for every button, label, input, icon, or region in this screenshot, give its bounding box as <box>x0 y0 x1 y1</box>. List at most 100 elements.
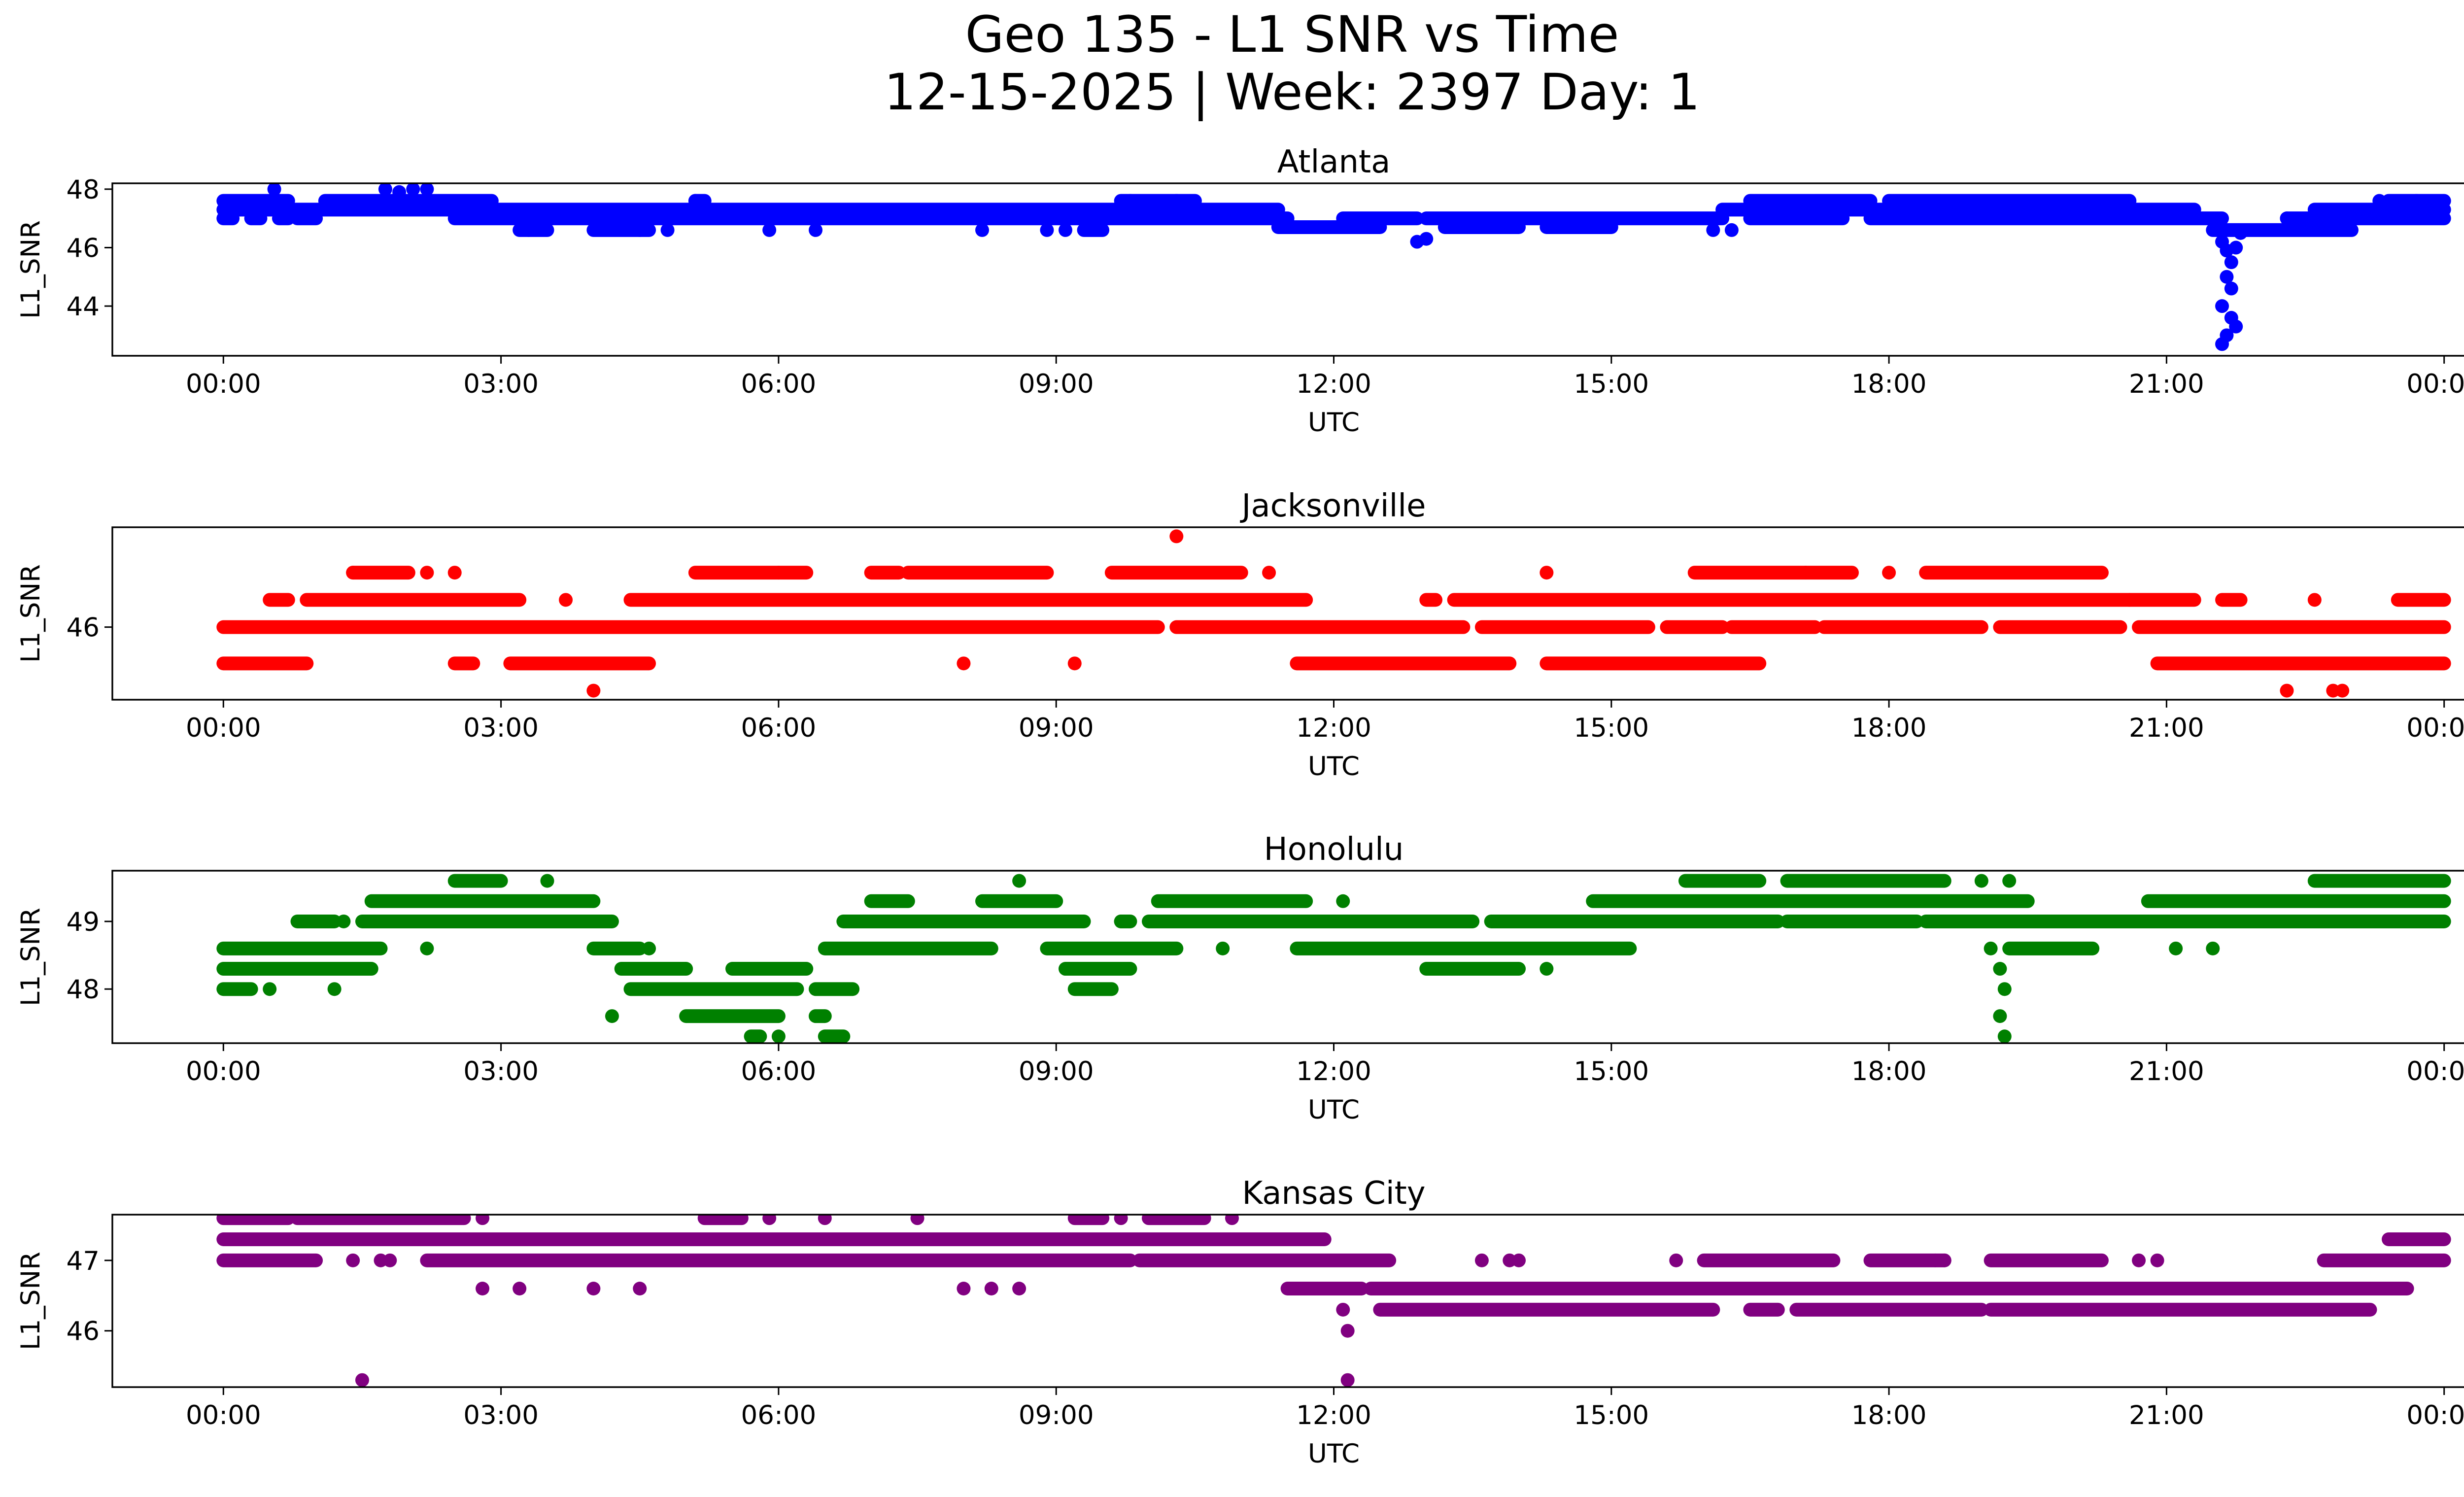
x-tick-label: 15:00 <box>1574 369 1649 399</box>
x-tick-label: 21:00 <box>2129 1400 2204 1430</box>
data-point <box>2002 874 2017 888</box>
x-tick-label: 00:00 <box>2406 1056 2464 1087</box>
y-tick-label: 48 <box>67 175 100 205</box>
data-point <box>1123 194 1137 208</box>
scatter-series <box>216 183 2451 351</box>
subplot-honolulu: Honolulu 00:00 03:00 06:00 09:00 12:00 15:00 18… <box>16 831 2464 1125</box>
x-tick-label: 18:00 <box>1851 1056 1927 1087</box>
data-point <box>337 914 351 928</box>
x-tick-label: 00:00 <box>186 1400 261 1430</box>
data-point <box>2229 240 2243 255</box>
y-axis-label: L1_SNR <box>16 564 46 663</box>
x-tick-label: 09:00 <box>1019 1056 1094 1087</box>
data-point <box>2409 194 2424 208</box>
x-tick-label: 00:00 <box>2406 713 2464 743</box>
y-tick-label: 46 <box>67 1317 100 1347</box>
x-tick-label: 12:00 <box>1296 369 1371 399</box>
figure-title-line-2: 12-15-2025 | Week: 2397 Day: 1 <box>884 63 1700 122</box>
data-point <box>984 1282 998 1295</box>
data-point <box>809 223 823 237</box>
x-tick-label: 03:00 <box>463 713 539 743</box>
data-point <box>1169 529 1184 544</box>
data-point <box>1225 1215 1239 1225</box>
data-point <box>957 656 971 671</box>
y-tick-label: 48 <box>67 975 100 1005</box>
x-tick-label: 15:00 <box>1574 1056 1649 1087</box>
data-point <box>513 1282 527 1295</box>
data-point <box>762 1215 777 1225</box>
data-point <box>2215 337 2229 351</box>
data-point <box>771 1029 786 1043</box>
data-point <box>1336 894 1350 908</box>
data-point <box>1993 962 2007 976</box>
y-axis-label: L1_SNR <box>16 1252 46 1350</box>
data-point <box>2229 319 2243 334</box>
subplot-title: Kansas City <box>1242 1175 1425 1212</box>
data-point <box>1706 223 1720 237</box>
data-point <box>586 1282 601 1295</box>
subplot-title: Honolulu <box>1264 831 1404 868</box>
data-point <box>2150 1253 2164 1267</box>
data-point <box>2280 683 2294 698</box>
data-point <box>1993 1009 2007 1023</box>
data-point <box>2233 226 2248 240</box>
data-point <box>1067 656 1082 671</box>
subplot-title: Atlanta <box>1277 144 1391 180</box>
data-point <box>660 223 675 237</box>
data-point <box>521 223 536 237</box>
data-point <box>267 183 281 196</box>
x-tick-label: 18:00 <box>1851 713 1927 743</box>
x-tick-label: 18:00 <box>1851 369 1927 399</box>
data-point <box>346 1253 360 1267</box>
x-tick-label: 00:00 <box>186 369 261 399</box>
data-point <box>1863 914 1878 928</box>
x-tick-label: 21:00 <box>2129 369 2204 399</box>
data-point <box>1474 1253 1489 1267</box>
axes-frame <box>111 526 2464 701</box>
data-point <box>383 1253 397 1267</box>
x-tick-label: 18:00 <box>1851 1400 1927 1430</box>
x-axis-label: UTC <box>1308 408 1360 438</box>
data-point <box>476 1282 490 1295</box>
x-tick-label: 12:00 <box>1296 1400 1371 1430</box>
y-tick-label: 47 <box>67 1246 100 1276</box>
x-tick-label: 21:00 <box>2129 713 2204 743</box>
x-tick-label: 03:00 <box>463 1400 539 1430</box>
subplot-title: Jacksonville <box>1240 488 1426 524</box>
data-point <box>910 1215 924 1225</box>
x-tick-label: 09:00 <box>1019 1400 1094 1430</box>
data-point <box>378 183 392 196</box>
data-point <box>688 194 702 208</box>
data-point <box>1997 1029 2012 1043</box>
scatter-series <box>216 529 2451 698</box>
data-point <box>1169 194 1184 208</box>
subplot-panels: Atlanta 00:00 03:00 06:00 09:00 12:00 15:00 18:… <box>16 144 2464 1469</box>
data-point <box>1974 874 1988 888</box>
data-point <box>1512 1253 1526 1267</box>
data-point <box>1336 1302 1350 1317</box>
data-point <box>476 1215 490 1225</box>
data-point <box>420 183 434 196</box>
data-point <box>1540 566 1554 580</box>
data-point <box>392 185 407 199</box>
subplot-atlanta: Atlanta 00:00 03:00 06:00 09:00 12:00 15:00 18:… <box>16 144 2464 438</box>
data-point <box>605 1009 619 1023</box>
data-point <box>2206 941 2220 955</box>
data-point <box>957 1282 971 1295</box>
data-point <box>1984 941 1998 955</box>
data-point <box>559 593 573 607</box>
data-point <box>540 874 554 888</box>
data-point <box>2335 683 2350 698</box>
y-axis-label: L1_SNR <box>16 908 46 1006</box>
x-tick-label: 03:00 <box>463 369 539 399</box>
data-point <box>633 223 647 237</box>
data-point <box>420 941 434 955</box>
x-tick-label: 12:00 <box>1296 713 1371 743</box>
x-tick-label: 09:00 <box>1019 713 1094 743</box>
data-point <box>1058 223 1072 237</box>
data-point <box>2224 281 2238 296</box>
data-point <box>406 183 420 196</box>
data-point <box>1669 1253 1683 1267</box>
data-point <box>1216 941 1230 955</box>
scatter-series <box>216 1215 2451 1387</box>
